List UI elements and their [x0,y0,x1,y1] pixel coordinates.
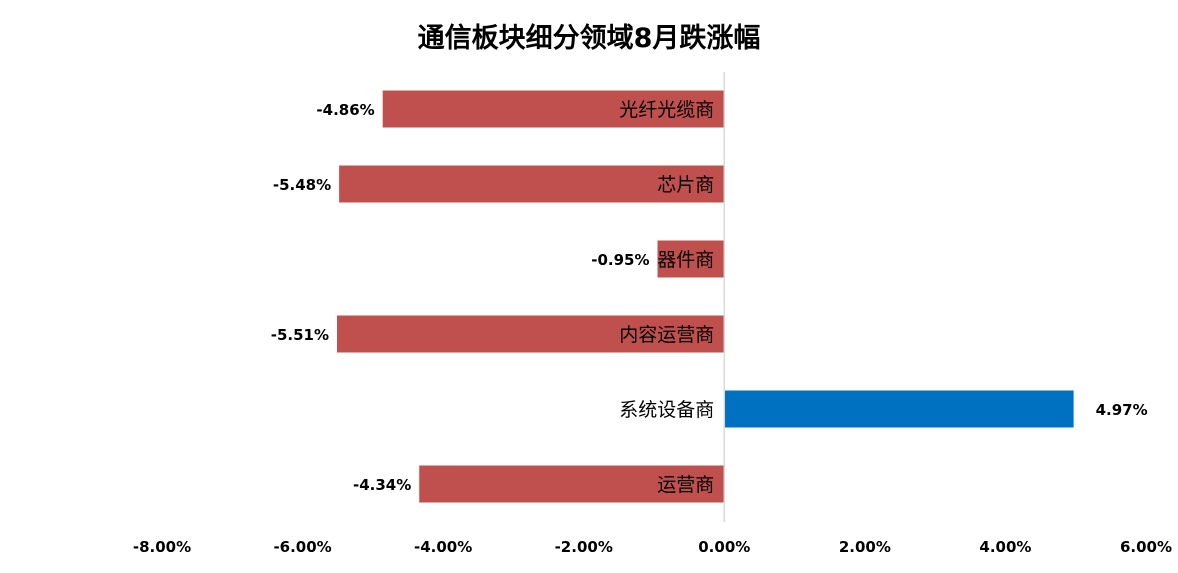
category-label: 内容运营商 [619,324,714,346]
data-label: 4.97% [1096,401,1148,419]
bar-0 [382,90,725,128]
category-label: 器件商 [657,249,714,271]
bar-3 [337,315,725,353]
x-tick-label: 6.00% [1120,538,1172,556]
x-tick-label: -2.00% [555,538,613,556]
category-label: 芯片商 [657,174,714,196]
bar-2 [657,240,725,278]
category-label: 运营商 [657,474,714,496]
x-tick-label: -8.00% [133,538,191,556]
category-label: 光纤光缆商 [619,99,714,121]
x-tick-label: -6.00% [273,538,331,556]
bar-1 [339,165,725,203]
bar-5 [419,465,725,503]
x-tick-label: 4.00% [979,538,1031,556]
bar-4 [724,390,1074,428]
x-tick-label: 2.00% [839,538,891,556]
x-tick-label: -4.00% [414,538,472,556]
category-label: 系统设备商 [619,399,714,421]
x-tick-label: 0.00% [698,538,750,556]
chart-title: 通信板块细分领域8月跌涨幅 [417,23,761,54]
data-label: -0.95% [591,251,649,269]
data-label: -4.86% [316,101,374,119]
data-label: -4.34% [353,476,411,494]
data-label: -5.48% [273,176,331,194]
data-label: -5.51% [271,326,329,344]
